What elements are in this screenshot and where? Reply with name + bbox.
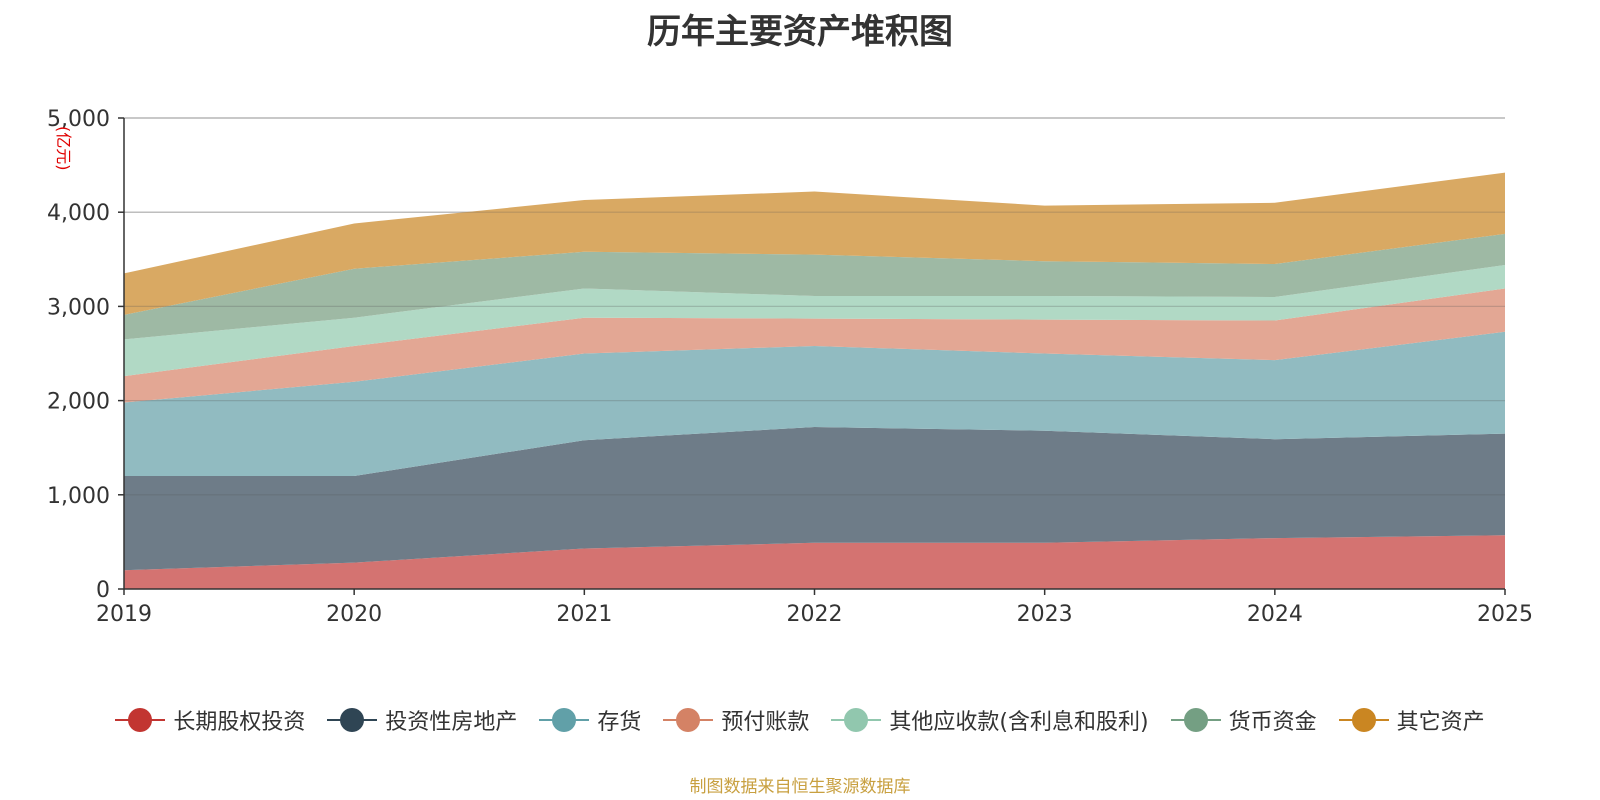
legend-item-2[interactable]: 投资性房地产 (327, 704, 517, 736)
area-series-3 (124, 331, 1505, 476)
y-tick-label: 4,000 (47, 201, 110, 226)
legend-label: 存货 (597, 710, 642, 735)
x-tick-label: 2023 (1017, 602, 1073, 627)
legend-marker (539, 707, 590, 733)
x-tick-label: 2020 (326, 602, 382, 627)
y-axis-unit: (亿元) (54, 126, 73, 171)
area-series (124, 172, 1505, 589)
legend-label: 其他应收款(含利息和股利) (889, 710, 1149, 735)
area-series-6 (124, 233, 1505, 340)
legend-item-6[interactable]: 货币资金 (1170, 704, 1317, 736)
area-series-1 (124, 535, 1505, 589)
axes (118, 117, 1506, 595)
tick-labels: 0 1,000 2,000 3,000 4,000 5,000 2019 2020 2021 20… (47, 107, 1533, 627)
area-series-2 (124, 427, 1505, 571)
legend-item-5[interactable]: 其他应收款(含利息和股利) (831, 704, 1149, 736)
y-tick-label: 2,000 (47, 390, 110, 415)
area-series-4 (124, 288, 1505, 403)
legend-label: 其它资产 (1396, 710, 1485, 735)
x-tick-label: 2022 (787, 602, 843, 627)
legend-marker (831, 707, 882, 733)
x-tick-label: 2021 (556, 602, 612, 627)
legend-item-7[interactable]: 其它资产 (1338, 704, 1485, 736)
area-series-5 (124, 265, 1505, 377)
legend-item-3[interactable]: 存货 (539, 704, 641, 736)
area-series-7 (124, 172, 1505, 315)
legend-marker (327, 707, 378, 733)
legend-item-1[interactable]: 长期股权投资 (115, 704, 305, 736)
x-tick-label: 2025 (1477, 602, 1533, 627)
legend: 长期股权投资 投资性房地产 存货 预付账款 其他应收款(含利息和股利) 货币资金 其它资产 (0, 700, 1600, 740)
chart-title: 历年主要资产堆积图 (647, 12, 953, 52)
grid-overlay (124, 117, 1505, 496)
legend-label: 长期股权投资 (173, 710, 306, 735)
legend-marker (1338, 707, 1389, 733)
y-tick-label: 5,000 (47, 107, 110, 132)
legend-marker (663, 707, 714, 733)
y-tick-label: 3,000 (47, 295, 110, 320)
legend-marker (115, 707, 166, 733)
legend-item-4[interactable]: 预付账款 (663, 704, 809, 736)
x-tick-label: 2024 (1247, 602, 1303, 627)
y-tick-label: 1,000 (47, 484, 110, 509)
legend-label: 投资性房地产 (385, 710, 518, 735)
x-tick-label: 2019 (96, 602, 152, 627)
legend-marker (1170, 707, 1221, 733)
legend-label: 货币资金 (1228, 710, 1317, 735)
source-note: 制图数据来自恒生聚源数据库 (689, 777, 911, 797)
y-tick-label: 0 (96, 578, 110, 603)
legend-label: 预付账款 (721, 710, 810, 735)
